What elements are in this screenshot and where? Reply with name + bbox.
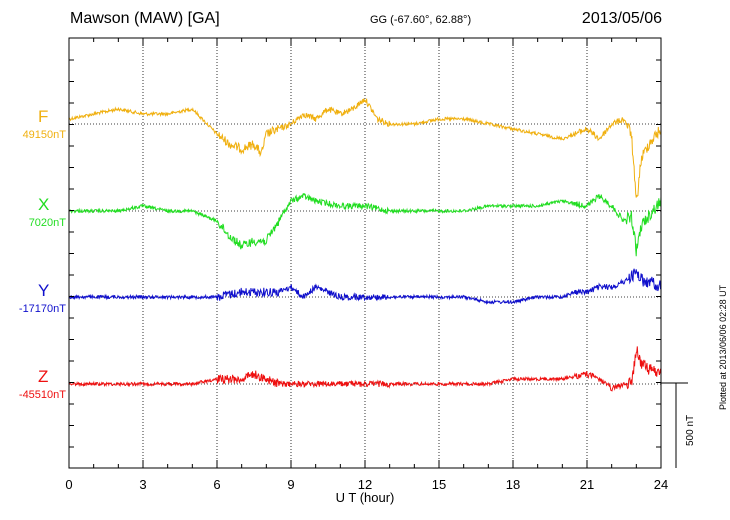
x-tick-label-24: 24 (654, 477, 668, 492)
x-tick-label-0: 0 (65, 477, 72, 492)
trace-y (68, 268, 662, 306)
trace-x (68, 193, 662, 257)
x-tick-label-12: 12 (358, 477, 372, 492)
component-label-z: Z (38, 367, 49, 386)
chart-date: 2013/05/06 (581, 10, 662, 27)
x-tick-label-21: 21 (580, 477, 594, 492)
scale-bar: 500 nT (661, 382, 696, 468)
x-tick-label-9: 9 (287, 477, 294, 492)
component-label-x: X (38, 195, 50, 214)
x-tick-labels: 0 3 6 9 12 15 18 21 24 (65, 477, 668, 492)
x-tick-label-6: 6 (213, 477, 220, 492)
component-label-y: Y (38, 281, 50, 300)
trace-z (68, 346, 662, 392)
plot-frame (68, 37, 662, 469)
x-axis-label: U T (hour) (336, 490, 395, 505)
baseline-value-x: 7020nT (28, 217, 66, 229)
plotted-timestamp: Plotted at 2013/06/06 02:28 UT (718, 284, 728, 410)
axis-ticks (68, 38, 662, 468)
trace-f (68, 98, 662, 198)
station-title: Mawson (MAW) [GA] (70, 10, 220, 27)
baseline-value-z: -45510nT (18, 389, 66, 401)
geographic-coordinates: GG (-67.60°, 62.88°) (370, 14, 472, 26)
scale-bar-label: 500 nT (685, 415, 696, 446)
vertical-gridlines (142, 38, 588, 468)
component-label-f: F (38, 107, 49, 126)
baseline-value-y: -17170nT (18, 303, 66, 315)
component-traces (68, 98, 662, 392)
x-tick-label-15: 15 (432, 477, 446, 492)
baseline-value-f: 49150nT (22, 129, 66, 141)
x-tick-label-3: 3 (139, 477, 146, 492)
x-tick-label-18: 18 (506, 477, 520, 492)
